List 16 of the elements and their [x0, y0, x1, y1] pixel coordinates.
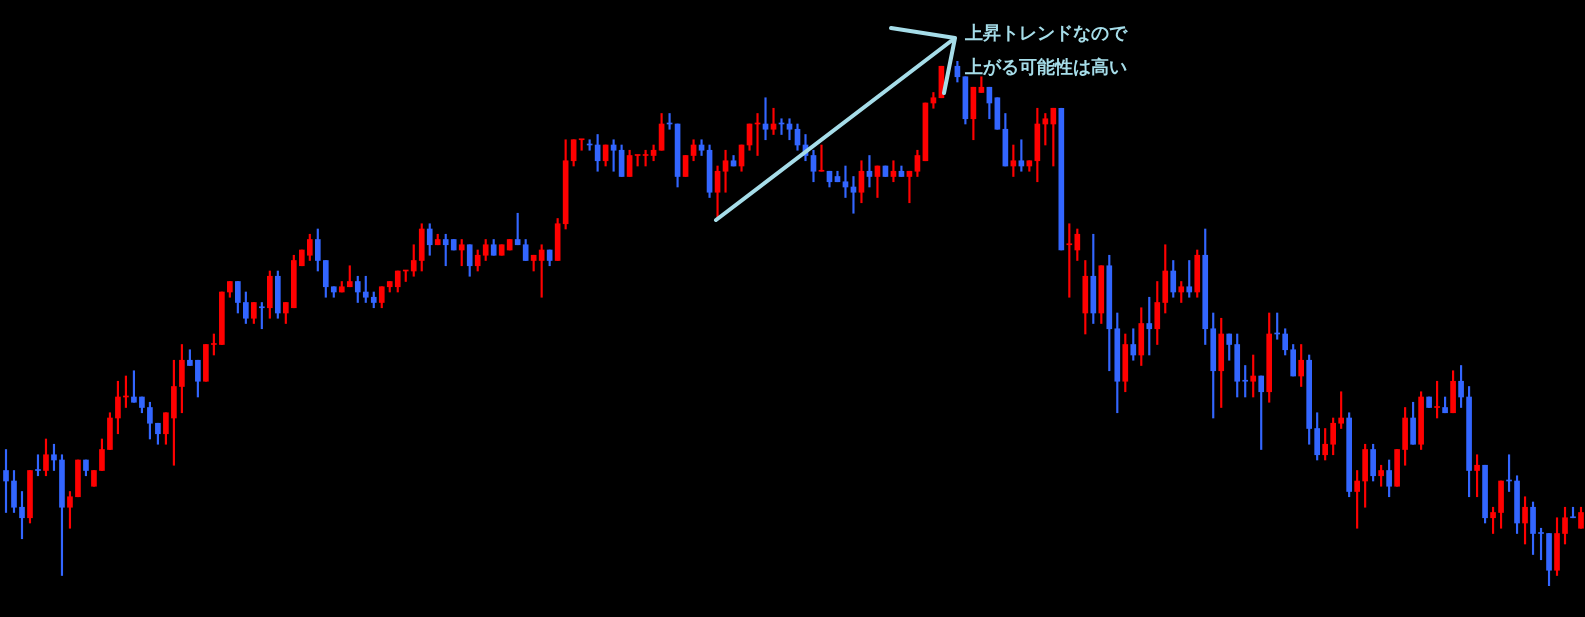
candlestick: [938, 65, 945, 99]
candlestick: [450, 239, 457, 251]
candlestick: [1394, 449, 1400, 487]
candlestick: [498, 244, 505, 256]
annotation: 上がる可能性は高い: [964, 55, 1127, 77]
candlestick: [922, 102, 929, 162]
candlestick: [682, 155, 689, 177]
candlestick: [219, 291, 225, 345]
text: 上昇トレンドなので: [964, 21, 1128, 43]
candlestick: [1426, 396, 1432, 408]
candlestick: [298, 249, 305, 267]
candlestick: [506, 239, 513, 251]
candlestick: [203, 344, 209, 382]
candlestick: [882, 165, 889, 177]
candlestick: [1058, 107, 1065, 251]
candlestick: [994, 97, 1001, 130]
